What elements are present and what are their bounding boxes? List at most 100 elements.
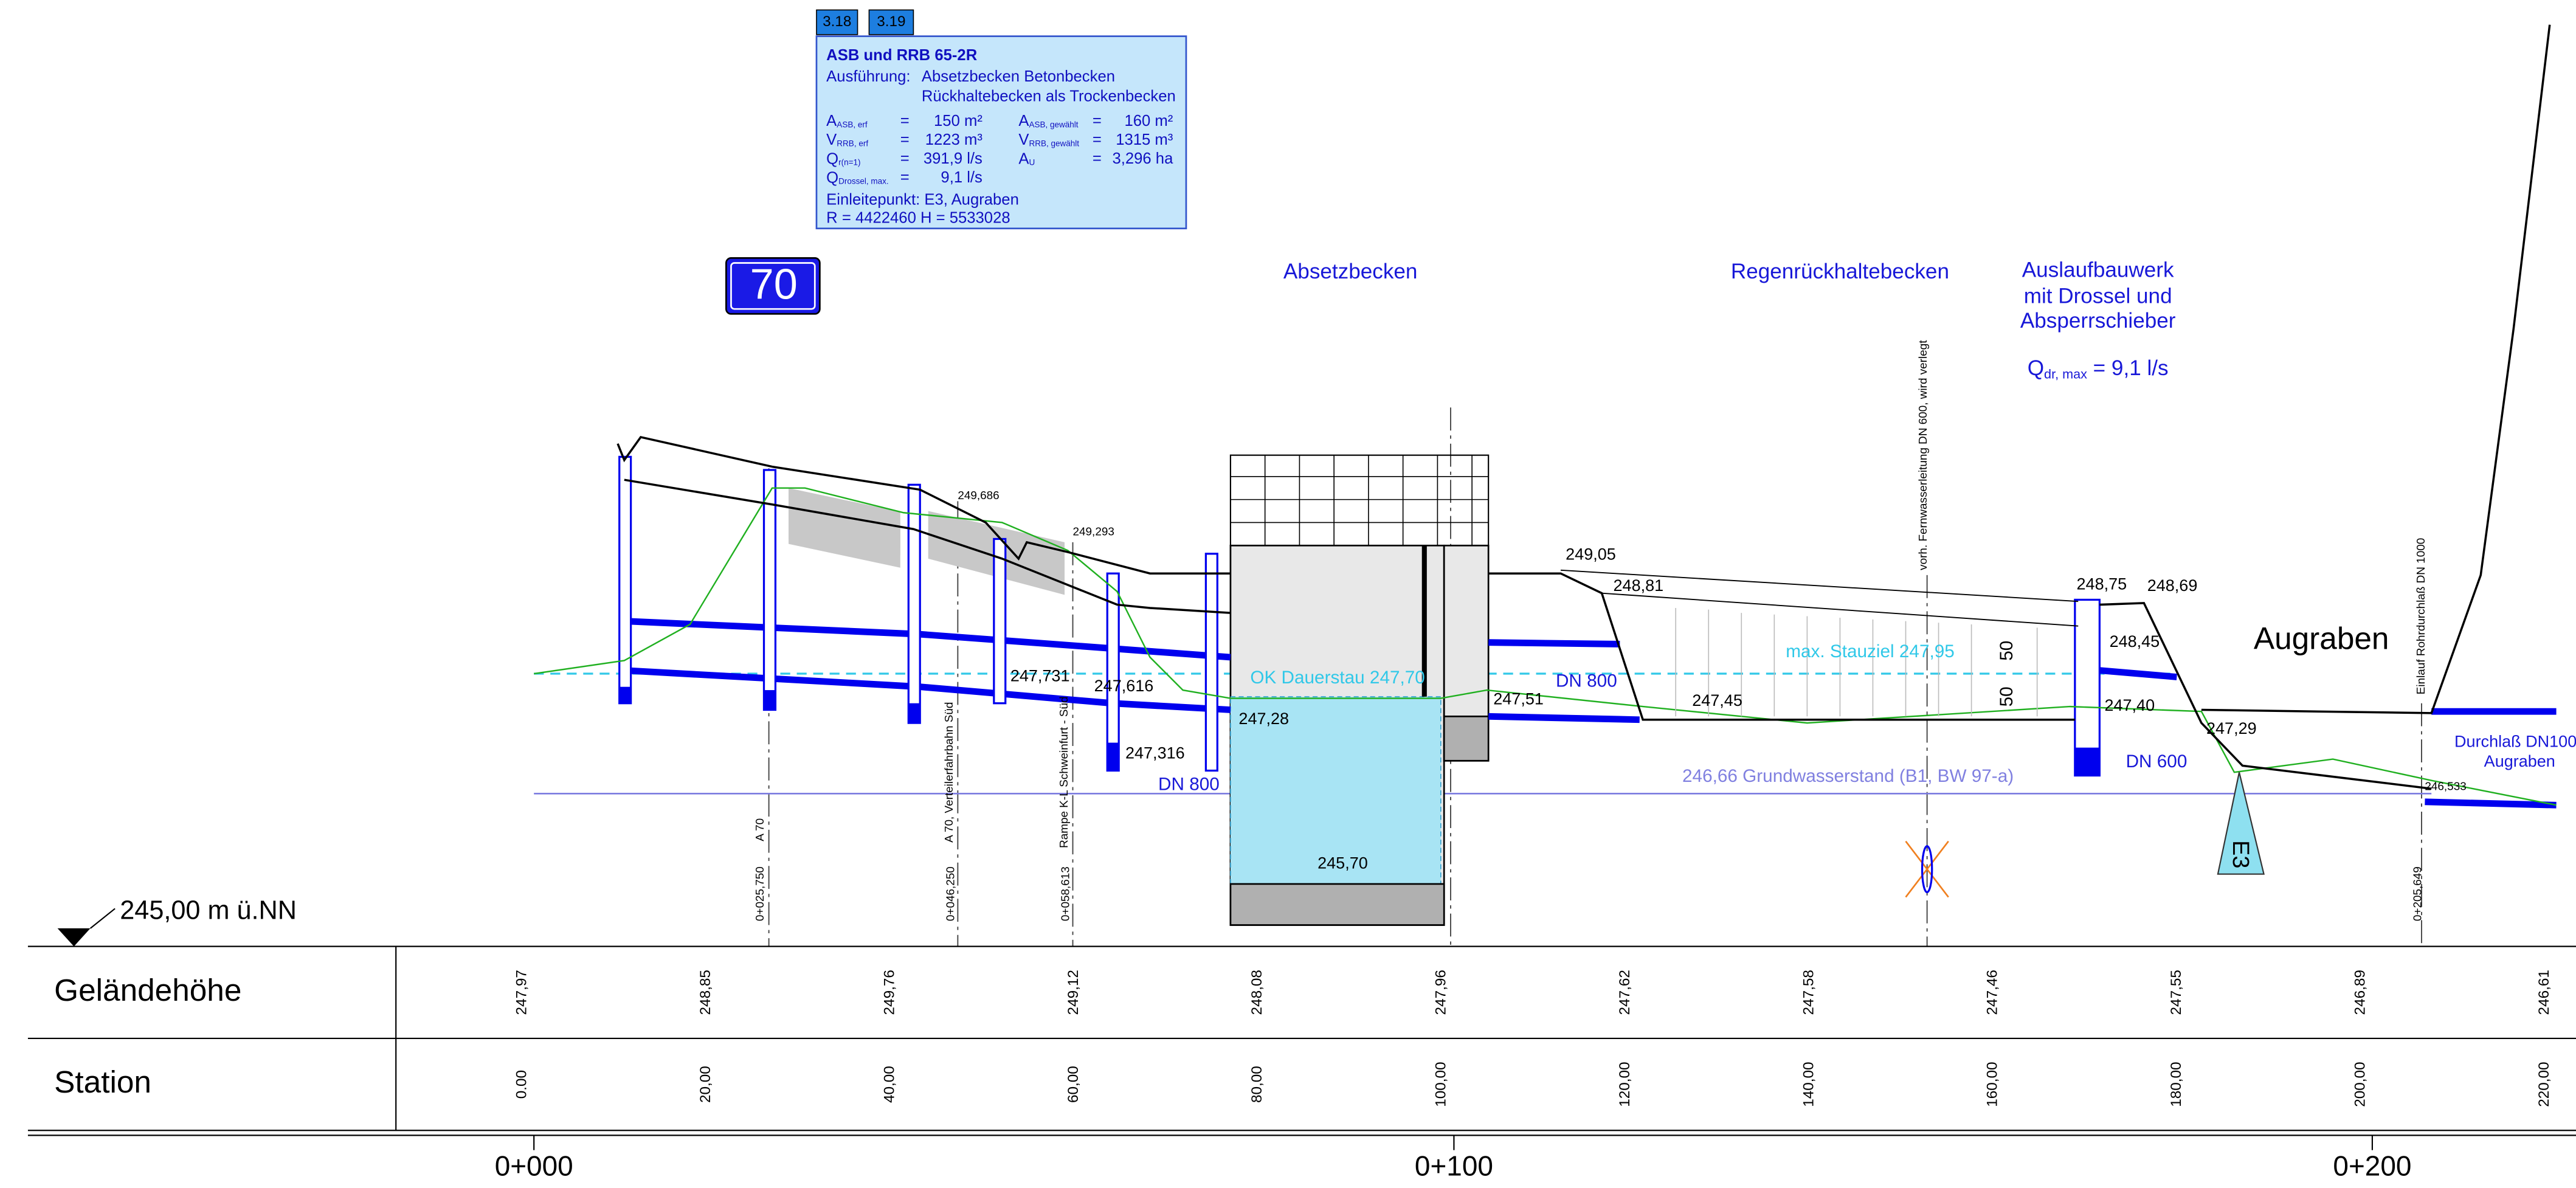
param-symbol: A	[826, 112, 837, 130]
vertical-label: 0+046,250	[945, 866, 958, 921]
param-value: 1223 m³	[925, 131, 983, 148]
flow-rest: = 9,1 l/s	[2087, 356, 2169, 380]
param-symbol: Q	[826, 150, 838, 167]
vertical-label: Rampe K-L Schweinfurt - Süd	[1058, 696, 1071, 848]
table-cell: 248,08	[1249, 970, 1265, 1015]
label: Absetzbecken	[1283, 260, 1418, 283]
label: Absperrschieber	[2020, 309, 2176, 333]
table-cell: 247,55	[2168, 970, 2184, 1015]
profile-lines	[616, 24, 2551, 790]
table-cell: 120,00	[1617, 1062, 1633, 1107]
table-cell: 247,62	[1617, 970, 1633, 1015]
label: Regenrückhaltebecken	[1731, 260, 1949, 283]
table-cell: 80,00	[1249, 1066, 1265, 1103]
param-value: 391,9 l/s	[924, 150, 982, 167]
param-value: 150 m²	[934, 112, 982, 130]
label: 249,293	[1073, 526, 1114, 539]
param-symbol: A	[1018, 112, 1029, 130]
table-cell: 200,00	[2352, 1062, 2368, 1107]
label: 247,731	[1010, 667, 1070, 685]
param-value: 1315 m³	[1116, 131, 1173, 148]
table-cell: 60,00	[1065, 1066, 1082, 1103]
table-cell: 160,00	[1984, 1062, 2001, 1107]
terrain-line	[534, 487, 2557, 806]
param-eq: =	[1093, 131, 1102, 148]
label: 247,316	[1125, 744, 1185, 762]
label: 249,05	[1566, 545, 1616, 564]
label: 249,686	[958, 489, 999, 502]
param-symbol: QDrossel, max.	[826, 169, 889, 186]
label: 248,45	[2110, 632, 2160, 651]
shafts	[618, 455, 2101, 777]
param-symbol: A	[1018, 150, 1029, 167]
flow-symbol: Q	[2028, 356, 2044, 380]
label: 247,51	[1493, 689, 1544, 708]
table-cell: 247,58	[1800, 970, 1817, 1015]
param-symbol: VRRB, erf	[826, 131, 868, 148]
outfall-marker	[2217, 772, 2265, 875]
chamber-floor	[1443, 715, 1490, 762]
crossing-marker	[1905, 840, 1949, 898]
vertical-label: 0+025,750	[754, 866, 767, 921]
info-text: Einleitepunkt: E3, Augraben	[826, 192, 1019, 209]
vertical-label: A 70	[754, 818, 767, 841]
datum-marker	[57, 928, 91, 947]
table-cell: 246,89	[2352, 970, 2368, 1015]
param-eq: =	[900, 112, 910, 130]
row-header: Station	[54, 1065, 151, 1099]
label: Auslaufbauwerk	[2022, 258, 2174, 281]
label: 247,40	[2104, 696, 2155, 714]
station-label: 0+200	[2333, 1150, 2411, 1182]
table-cell: 248,85	[697, 970, 714, 1015]
label: 248,69	[2147, 576, 2198, 595]
vertical-label: Einlauf Rohrdurchlaß DN 1000	[2415, 538, 2428, 694]
info-title: ASB und RRB 65-2R	[826, 47, 977, 64]
tag: 3.18	[823, 13, 851, 30]
param-symbol: Q	[826, 169, 838, 186]
flow-sub: dr, max	[2044, 366, 2087, 381]
info-text: Rückhaltebecken als Trockenbecken	[922, 88, 1176, 105]
label: max. Stauziel 247,95	[1786, 641, 1955, 661]
param-symbol: AASB, gewählt	[1018, 112, 1078, 130]
table-cell: 180,00	[2168, 1062, 2184, 1107]
table-cell: 40,00	[881, 1066, 897, 1103]
vertical-label: vorh. Fernwasserleitung DN 600, wird ver…	[1917, 340, 1930, 570]
table-cell: 247,96	[1433, 970, 1449, 1015]
crossing-pipe	[1921, 845, 1933, 894]
table-lines	[27, 945, 2576, 1150]
grid-structure	[1229, 454, 1490, 547]
road-shield	[725, 257, 821, 315]
label: mit Drossel und	[2024, 285, 2172, 308]
vertical-label: E3	[2228, 840, 2253, 868]
table-cell: 249,76	[881, 970, 897, 1015]
info-box	[815, 35, 1187, 230]
label: DN 800	[1556, 671, 1617, 691]
label: 248,75	[2077, 575, 2127, 593]
label: 248,81	[1614, 576, 1664, 595]
label: DN 600	[2126, 751, 2188, 772]
label: 247,29	[2206, 719, 2257, 737]
table-cell: 246,61	[2536, 970, 2552, 1015]
label: 245,00 m ü.NN	[120, 896, 297, 925]
datum-leader	[89, 908, 116, 929]
table-cell: 247,97	[514, 970, 530, 1015]
tag-box	[868, 9, 914, 35]
table-cell: 140,00	[1800, 1062, 1817, 1107]
vertical-label: 50	[1997, 641, 2017, 661]
param-sub: ASB, gewählt	[1029, 120, 1078, 129]
param-symbol: V	[1018, 131, 1029, 148]
label: Durchlaß DN1000	[2454, 733, 2576, 751]
row-header: Geländehöhe	[54, 973, 241, 1007]
param-sub: Drossel, max.	[838, 176, 889, 185]
basin-water	[1230, 696, 1442, 885]
grid-structure-lines	[1230, 455, 1489, 546]
label: 246,533	[2425, 781, 2466, 793]
param-symbol: VRRB, gewählt	[1018, 131, 1079, 148]
param-value: 3,296 ha	[1112, 150, 1173, 167]
vertical-label: A 70, Verteilerfahrbahn Süd	[943, 702, 956, 843]
flow-label: Qdr, max = 9,1 l/s	[2028, 356, 2169, 381]
road-number: 70	[750, 260, 798, 308]
label: 246,66 Grundwasserstand (B1, BW 97-a)	[1682, 766, 2014, 786]
vertical-label: 50	[1997, 686, 2017, 706]
tag: 3.19	[877, 13, 905, 30]
